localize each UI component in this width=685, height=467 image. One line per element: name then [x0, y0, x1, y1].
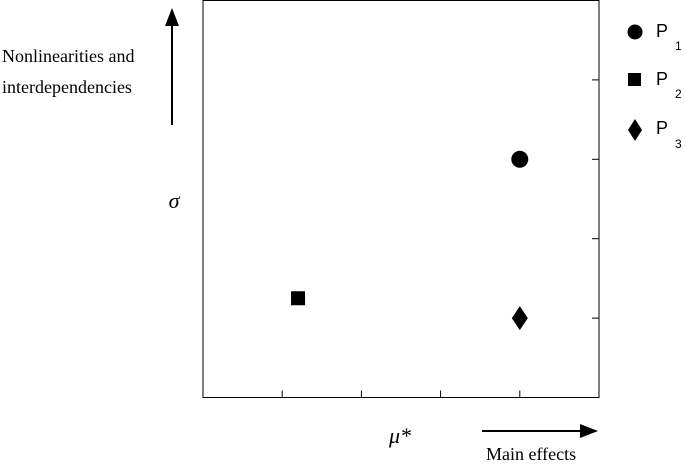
y-arrow-icon — [165, 8, 179, 125]
legend-sub-1: 1 — [675, 39, 682, 53]
y-ticks — [592, 79, 599, 319]
legend-diamond-icon — [628, 119, 642, 141]
x-ticks — [281, 390, 521, 398]
legend-sub-3: 3 — [675, 137, 682, 151]
legend-sub-2: 2 — [675, 87, 682, 101]
legend-label-1: P — [656, 21, 668, 41]
legend-circle-icon — [627, 24, 643, 40]
y-axis-label: σ — [169, 188, 181, 213]
y-annotation-line-2: interdependencies — [2, 77, 132, 97]
legend-label-2: P — [656, 69, 668, 89]
x-axis-label: μ* — [388, 423, 411, 448]
point-p1 — [511, 150, 529, 168]
legend-square-icon — [628, 73, 641, 86]
point-p3 — [511, 306, 528, 331]
data-points — [291, 150, 529, 331]
x-arrow-icon — [482, 424, 598, 438]
y-annotation-line-1: Nonlinearities and — [2, 46, 134, 66]
legend-label-3: P — [656, 118, 668, 138]
point-p2 — [291, 291, 306, 306]
plot-frame — [202, 0, 600, 398]
x-annotation: Main effects — [486, 444, 576, 464]
legend: P 1 P 2 P 3 — [627, 21, 682, 151]
